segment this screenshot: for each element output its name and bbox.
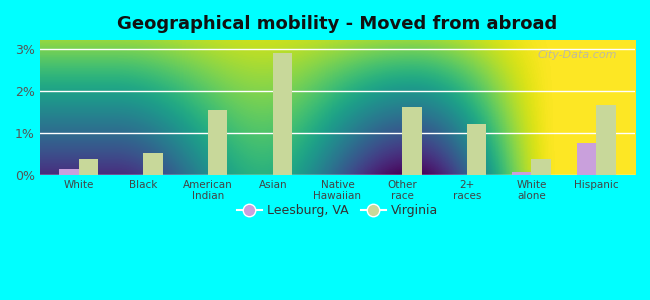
Bar [208, 110, 227, 175]
Bar [144, 153, 162, 175]
Bar [467, 124, 486, 175]
Bar [512, 172, 532, 175]
Bar [59, 169, 79, 175]
Title: Geographical mobility - Moved from abroad: Geographical mobility - Moved from abroa… [117, 15, 558, 33]
Legend: Leesburg, VA, Virginia: Leesburg, VA, Virginia [232, 200, 443, 223]
Bar [596, 105, 616, 175]
Bar [577, 143, 596, 175]
Bar [532, 159, 551, 175]
Bar [402, 106, 422, 175]
Bar [273, 53, 292, 175]
Text: City-Data.com: City-Data.com [538, 50, 617, 59]
Bar [79, 159, 98, 175]
